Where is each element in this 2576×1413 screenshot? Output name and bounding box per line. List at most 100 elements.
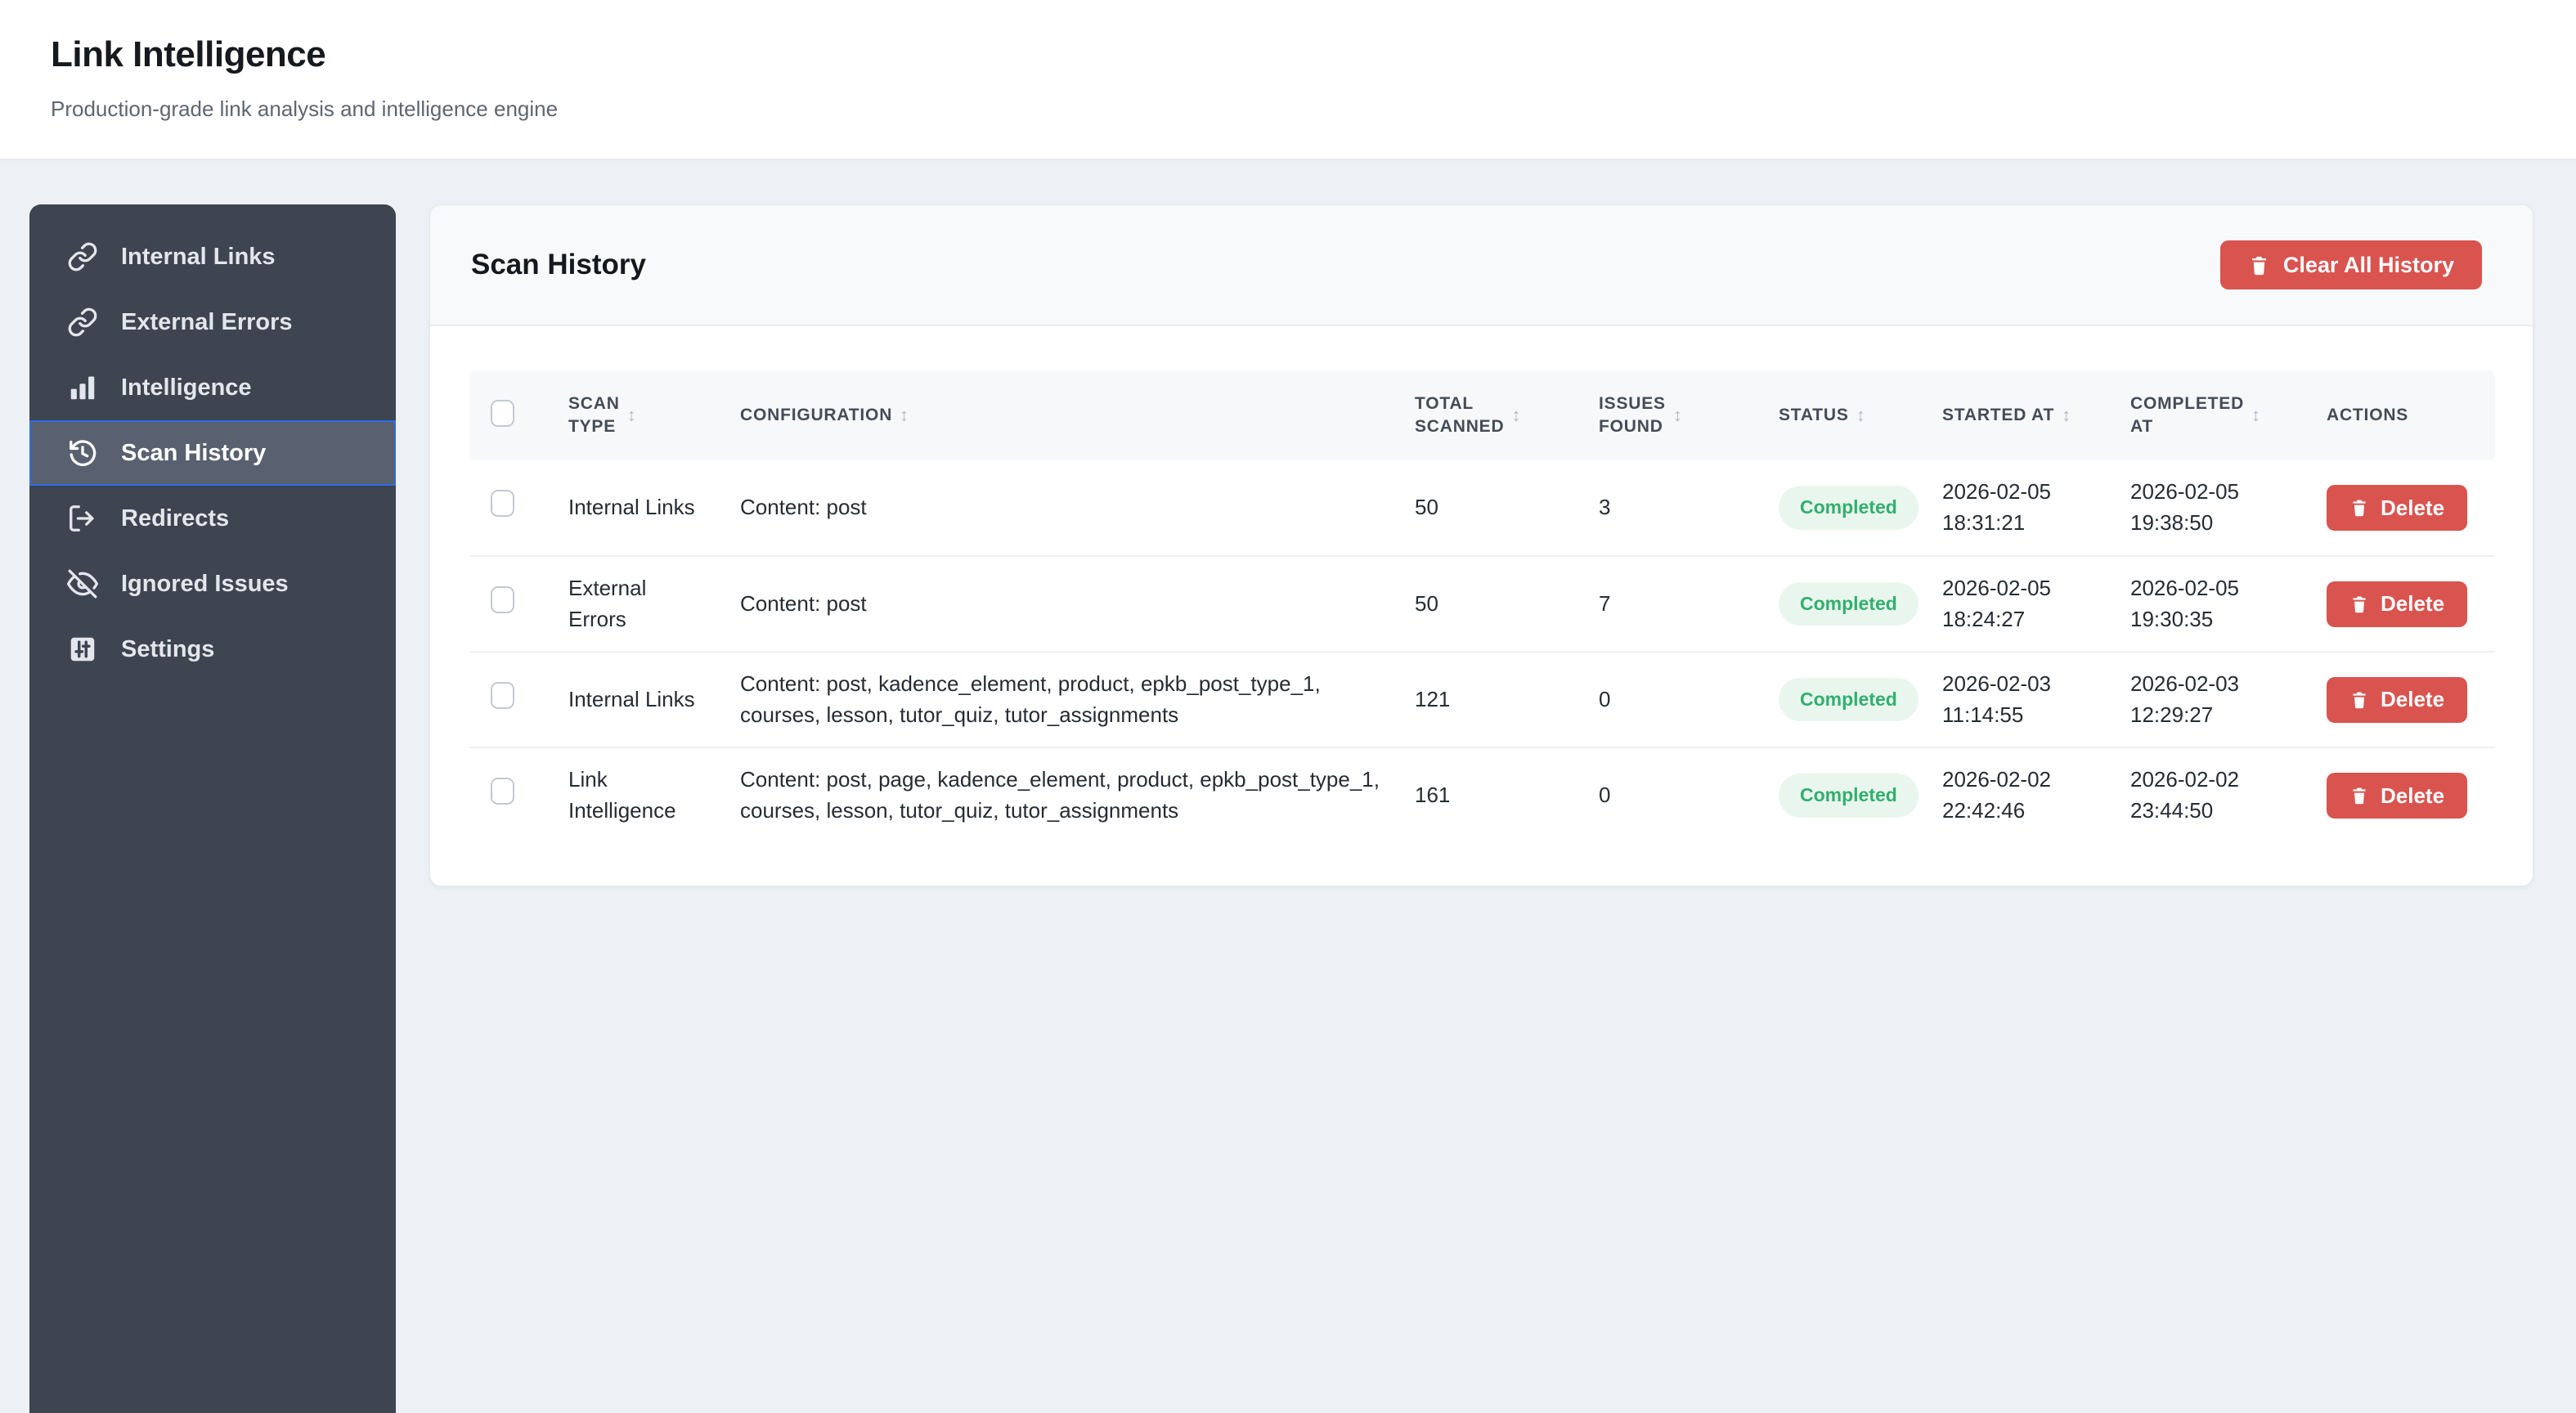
select-all-checkbox[interactable] — [491, 399, 514, 427]
sort-icon: ↕ — [2062, 405, 2071, 425]
trash-icon — [2349, 498, 2369, 518]
column-label: ACTIONS — [2327, 405, 2409, 424]
trash-icon — [2248, 254, 2270, 276]
column-header-configuration[interactable]: CONFIGURATION ↕ — [729, 370, 1403, 460]
sidebar-item-label: Internal Links — [121, 243, 276, 270]
cell-issues-found: 0 — [1587, 747, 1767, 843]
column-header-select — [469, 370, 557, 460]
column-header-scan_type[interactable]: SCAN TYPE ↕ — [557, 370, 729, 460]
started-at-value: 2026-02-03 11:14:55 — [1942, 671, 2051, 727]
table-header-row: SCAN TYPE↕ CONFIGURATION ↕ TOTAL SCANNED↕ IS… — [469, 370, 2495, 460]
sidebar-item-label: Ignored Issues — [121, 570, 289, 597]
delete-button-label: Delete — [2381, 591, 2445, 616]
issues-found-value: 3 — [1599, 495, 1611, 520]
row-checkbox[interactable] — [491, 778, 514, 805]
issues-found-value: 0 — [1599, 783, 1611, 808]
cell-issues-found: 3 — [1587, 460, 1767, 556]
sidebar-item-ignored-issues[interactable]: Ignored Issues — [29, 551, 396, 617]
completed-at-value: 2026-02-03 12:29:27 — [2130, 671, 2239, 727]
column-header-status[interactable]: STATUS ↕ — [1767, 370, 1931, 460]
cell-actions: Delete — [2315, 460, 2495, 556]
cell-configuration: Content: post, page, kadence_element, pr… — [729, 747, 1403, 843]
cell-actions: Delete — [2315, 555, 2495, 652]
sidebar-item-scan-history[interactable]: Scan History — [29, 420, 396, 486]
column-header-actions: ACTIONS — [2315, 370, 2495, 460]
sidebar-item-label: Settings — [121, 635, 215, 662]
cell-started-at: 2026-02-05 18:31:21 — [1931, 460, 2119, 556]
cell-actions: Delete — [2315, 747, 2495, 843]
total-scanned-value: 161 — [1415, 783, 1451, 808]
delete-button-label: Delete — [2381, 687, 2445, 711]
column-header-started_at[interactable]: STARTED AT ↕ — [1931, 370, 2119, 460]
configuration-value: Content: post, page, kadence_element, pr… — [740, 767, 1380, 823]
table-row: External Errors Content: post 50 7 Completed… — [469, 555, 2495, 652]
delete-button-label: Delete — [2381, 495, 2445, 520]
scan-type-value: Internal Links — [568, 495, 695, 520]
configuration-value: Content: post — [740, 495, 867, 520]
total-scanned-value: 50 — [1415, 495, 1438, 520]
trash-icon — [2349, 786, 2369, 805]
log-out-icon — [67, 503, 98, 534]
sort-icon: ↕ — [1511, 405, 1522, 425]
sidebar-item-label: External Errors — [121, 308, 293, 335]
table-body: Internal Links Content: post 50 3 Completed 2… — [469, 460, 2495, 843]
column-label: STARTED AT — [1942, 405, 2055, 424]
delete-button[interactable]: Delete — [2327, 773, 2468, 819]
column-header-issues_found[interactable]: ISSUES FOUND ↕ — [1587, 370, 1767, 460]
cell-configuration: Content: post, kadence_element, product,… — [729, 651, 1403, 747]
column-label: SCAN TYPE — [568, 393, 620, 436]
link-icon — [67, 241, 98, 272]
delete-button[interactable]: Delete — [2327, 676, 2468, 723]
delete-button[interactable]: Delete — [2327, 581, 2468, 627]
trash-icon — [2349, 690, 2369, 710]
cell-total-scanned: 161 — [1403, 747, 1587, 843]
sidebar: Internal Links External Errors Intelligenc… — [29, 204, 396, 1413]
column-header-total_scanned[interactable]: TOTAL SCANNED ↕ — [1403, 370, 1587, 460]
cell-scan-type: Internal Links — [557, 460, 729, 556]
cell-select — [469, 555, 557, 652]
column-label: COMPLETED AT — [2130, 393, 2245, 436]
clear-all-history-button[interactable]: Clear All History — [2219, 240, 2482, 289]
cell-status: Completed — [1767, 747, 1931, 843]
panel-title: Scan History — [471, 249, 646, 280]
sidebar-item-redirects[interactable]: Redirects — [29, 486, 396, 551]
issues-found-value: 7 — [1599, 590, 1611, 616]
sidebar-item-intelligence[interactable]: Intelligence — [29, 355, 396, 420]
cell-completed-at: 2026-02-05 19:38:50 — [2119, 460, 2315, 556]
app-header: Link Intelligence Production-grade link … — [0, 0, 2576, 160]
scan-type-value: External Errors — [568, 575, 647, 631]
sidebar-item-internal-links[interactable]: Internal Links — [29, 224, 396, 289]
total-scanned-value: 121 — [1415, 686, 1451, 711]
cell-scan-type: Internal Links — [557, 651, 729, 747]
cell-select — [469, 460, 557, 556]
row-checkbox[interactable] — [491, 681, 514, 709]
table-row: Internal Links Content: post, kadence_ele… — [469, 651, 2495, 747]
table-row: Link Intelligence Content: post, page, ka… — [469, 747, 2495, 843]
scan-history-table: SCAN TYPE↕ CONFIGURATION ↕ TOTAL SCANNED↕ IS… — [469, 370, 2495, 843]
cell-select — [469, 747, 557, 843]
started-at-value: 2026-02-05 18:31:21 — [1942, 479, 2051, 535]
delete-button[interactable]: Delete — [2327, 485, 2468, 531]
sidebar-item-external-errors[interactable]: External Errors — [29, 289, 396, 355]
cell-started-at: 2026-02-02 22:42:46 — [1931, 747, 2119, 843]
cell-select — [469, 651, 557, 747]
completed-at-value: 2026-02-05 19:30:35 — [2130, 575, 2239, 631]
sidebar-item-label: Intelligence — [121, 374, 252, 401]
column-header-completed_at[interactable]: COMPLETED AT ↕ — [2119, 370, 2315, 460]
configuration-value: Content: post, kadence_element, product,… — [740, 671, 1321, 727]
page-subtitle: Production-grade link analysis and intel… — [51, 96, 559, 121]
history-icon — [67, 437, 98, 469]
cell-status: Completed — [1767, 555, 1931, 652]
configuration-value: Content: post — [740, 590, 867, 616]
started-at-value: 2026-02-02 22:42:46 — [1942, 767, 2051, 823]
cell-configuration: Content: post — [729, 555, 1403, 652]
sidebar-item-settings[interactable]: Settings — [29, 617, 396, 682]
row-checkbox[interactable] — [491, 490, 514, 518]
cell-issues-found: 0 — [1587, 651, 1767, 747]
bar-chart-icon — [67, 372, 98, 403]
scan-type-value: Link Intelligence — [568, 767, 676, 823]
cell-total-scanned: 50 — [1403, 460, 1587, 556]
row-checkbox[interactable] — [491, 585, 514, 613]
cell-started-at: 2026-02-03 11:14:55 — [1931, 651, 2119, 747]
panel-header: Scan History Clear All History — [430, 205, 2533, 326]
